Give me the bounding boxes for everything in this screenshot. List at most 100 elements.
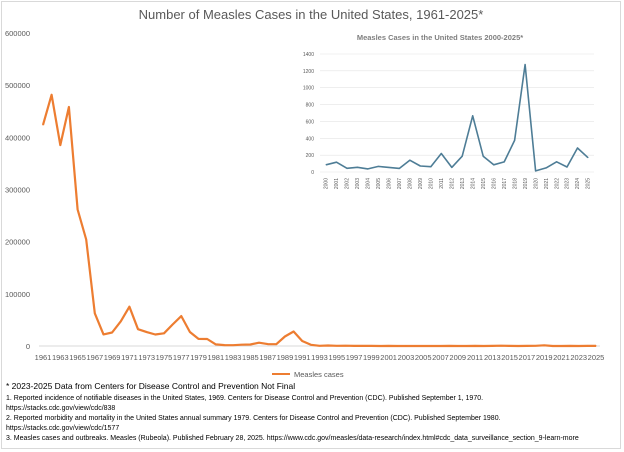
y-tick-label: 300000	[5, 186, 30, 195]
x-tick-label: 2005	[415, 353, 432, 362]
footnote-1: 1. Reported incidence of notifiable dise…	[6, 395, 484, 402]
x-tick-label: 1971	[121, 353, 138, 362]
footnote-2-url: https://stacks.cdc.gov/view/cdc/1577	[6, 425, 120, 432]
data-point	[68, 106, 70, 108]
data-point	[448, 345, 450, 347]
data-point	[206, 338, 208, 340]
inset-x-tick-label: 2006	[387, 178, 393, 189]
inset-x-tick-label: 2022	[554, 178, 560, 189]
data-point	[344, 345, 347, 347]
inset-data-point	[377, 165, 379, 167]
inset-x-tick-label: 2002	[345, 178, 351, 189]
data-point	[275, 343, 277, 345]
data-point	[163, 332, 165, 334]
y-tick-label: 100000	[5, 290, 30, 299]
data-point	[578, 345, 580, 347]
inset-data-point	[419, 165, 421, 167]
data-point	[483, 345, 485, 347]
inset-x-tick-label: 2005	[376, 178, 382, 189]
data-point	[465, 345, 467, 347]
inset-x-tick-label: 2013	[460, 178, 466, 189]
x-tick-label: 2003	[398, 353, 415, 362]
inset-x-tick-label: 2003	[355, 178, 361, 189]
data-point	[543, 344, 545, 346]
data-point	[146, 331, 148, 333]
data-point	[569, 345, 571, 347]
data-point	[232, 344, 234, 346]
data-point	[413, 345, 416, 347]
inset-data-point	[577, 147, 579, 149]
data-point	[120, 320, 122, 322]
data-point	[336, 345, 338, 347]
data-point	[405, 345, 407, 347]
inset-data-point	[367, 168, 369, 170]
data-point	[500, 345, 502, 347]
data-point	[51, 94, 53, 96]
x-tick-label: 2019	[536, 353, 553, 362]
x-tick-label: 1967	[87, 353, 104, 362]
inset-x-tick-label: 2020	[533, 178, 539, 189]
x-tick-label: 1981	[207, 353, 224, 362]
x-tick-label: 1987	[259, 353, 276, 362]
data-point	[292, 330, 295, 333]
x-tick-label: 1975	[156, 353, 173, 362]
x-tick-label: 1995	[328, 353, 345, 362]
inset-data-point	[461, 155, 463, 157]
inset-y-tick-label: 200	[306, 153, 315, 159]
y-tick-label: 500000	[5, 81, 30, 90]
data-point	[491, 345, 493, 347]
footnote-2: 2. Reported morbidity and mortality in t…	[6, 415, 501, 422]
inset-x-tick-label: 2010	[429, 178, 435, 189]
inset-x-tick-label: 2017	[502, 178, 508, 189]
x-tick-label: 1961	[35, 353, 52, 362]
inset-data-point	[503, 161, 505, 163]
inset-y-tick-label: 1200	[303, 69, 314, 75]
x-tick-label: 2025	[588, 353, 605, 362]
data-point	[552, 345, 554, 347]
inset-y-tick-label: 1400	[303, 52, 314, 58]
data-point	[241, 344, 243, 346]
inset-x-tick-label: 2016	[491, 178, 497, 189]
inset-x-tick-label: 2019	[523, 178, 529, 189]
inset-series-line	[325, 63, 589, 172]
x-tick-label: 2017	[519, 353, 536, 362]
inset-data-point	[430, 166, 432, 168]
data-point	[508, 345, 511, 347]
inset-x-tick-label: 2004	[366, 178, 372, 189]
x-tick-label: 1993	[311, 353, 328, 362]
footnotes: * 2023-2025 Data from Centers for Diseas…	[6, 381, 618, 444]
inset-series	[325, 63, 589, 172]
data-point	[172, 323, 174, 326]
data-point	[267, 343, 269, 345]
data-point	[128, 306, 131, 308]
data-point	[318, 345, 321, 347]
x-tick-label: 1999	[363, 353, 380, 362]
data-point	[197, 338, 200, 340]
inset-x-tick-label: 2012	[449, 178, 455, 189]
data-point	[258, 342, 260, 344]
x-tick-label: 2015	[501, 353, 518, 362]
data-point	[396, 345, 398, 347]
inset-data-point	[566, 166, 568, 168]
x-tick-label: 1965	[69, 353, 86, 362]
inset-chart: Measles Cases in the United States 2000-…	[298, 29, 598, 200]
footnote-disclaimer: * 2023-2025 Data from Centers for Diseas…	[6, 381, 296, 391]
inset-x-tick-label: 2007	[397, 178, 403, 189]
data-point	[111, 331, 113, 334]
inset-data-point	[356, 166, 358, 168]
inset-data-point	[493, 164, 495, 166]
x-tick-label: 1973	[138, 353, 155, 362]
inset-data-point	[388, 166, 390, 168]
inset-x-tick-label: 2001	[334, 178, 340, 189]
inset-x-tick-label: 2008	[408, 178, 414, 189]
inset-data-point	[514, 139, 516, 141]
x-tick-label: 1983	[225, 353, 242, 362]
inset-y-tick-label: 1000	[303, 86, 314, 92]
inset-data-point	[472, 115, 474, 117]
data-point	[353, 345, 355, 347]
measles-chart: Number of Measles Cases in the United St…	[5, 7, 605, 379]
inset-data-point	[325, 164, 327, 166]
inset-x-tick-label: 2024	[575, 178, 581, 189]
inset-x-tick-label: 2014	[470, 178, 476, 189]
